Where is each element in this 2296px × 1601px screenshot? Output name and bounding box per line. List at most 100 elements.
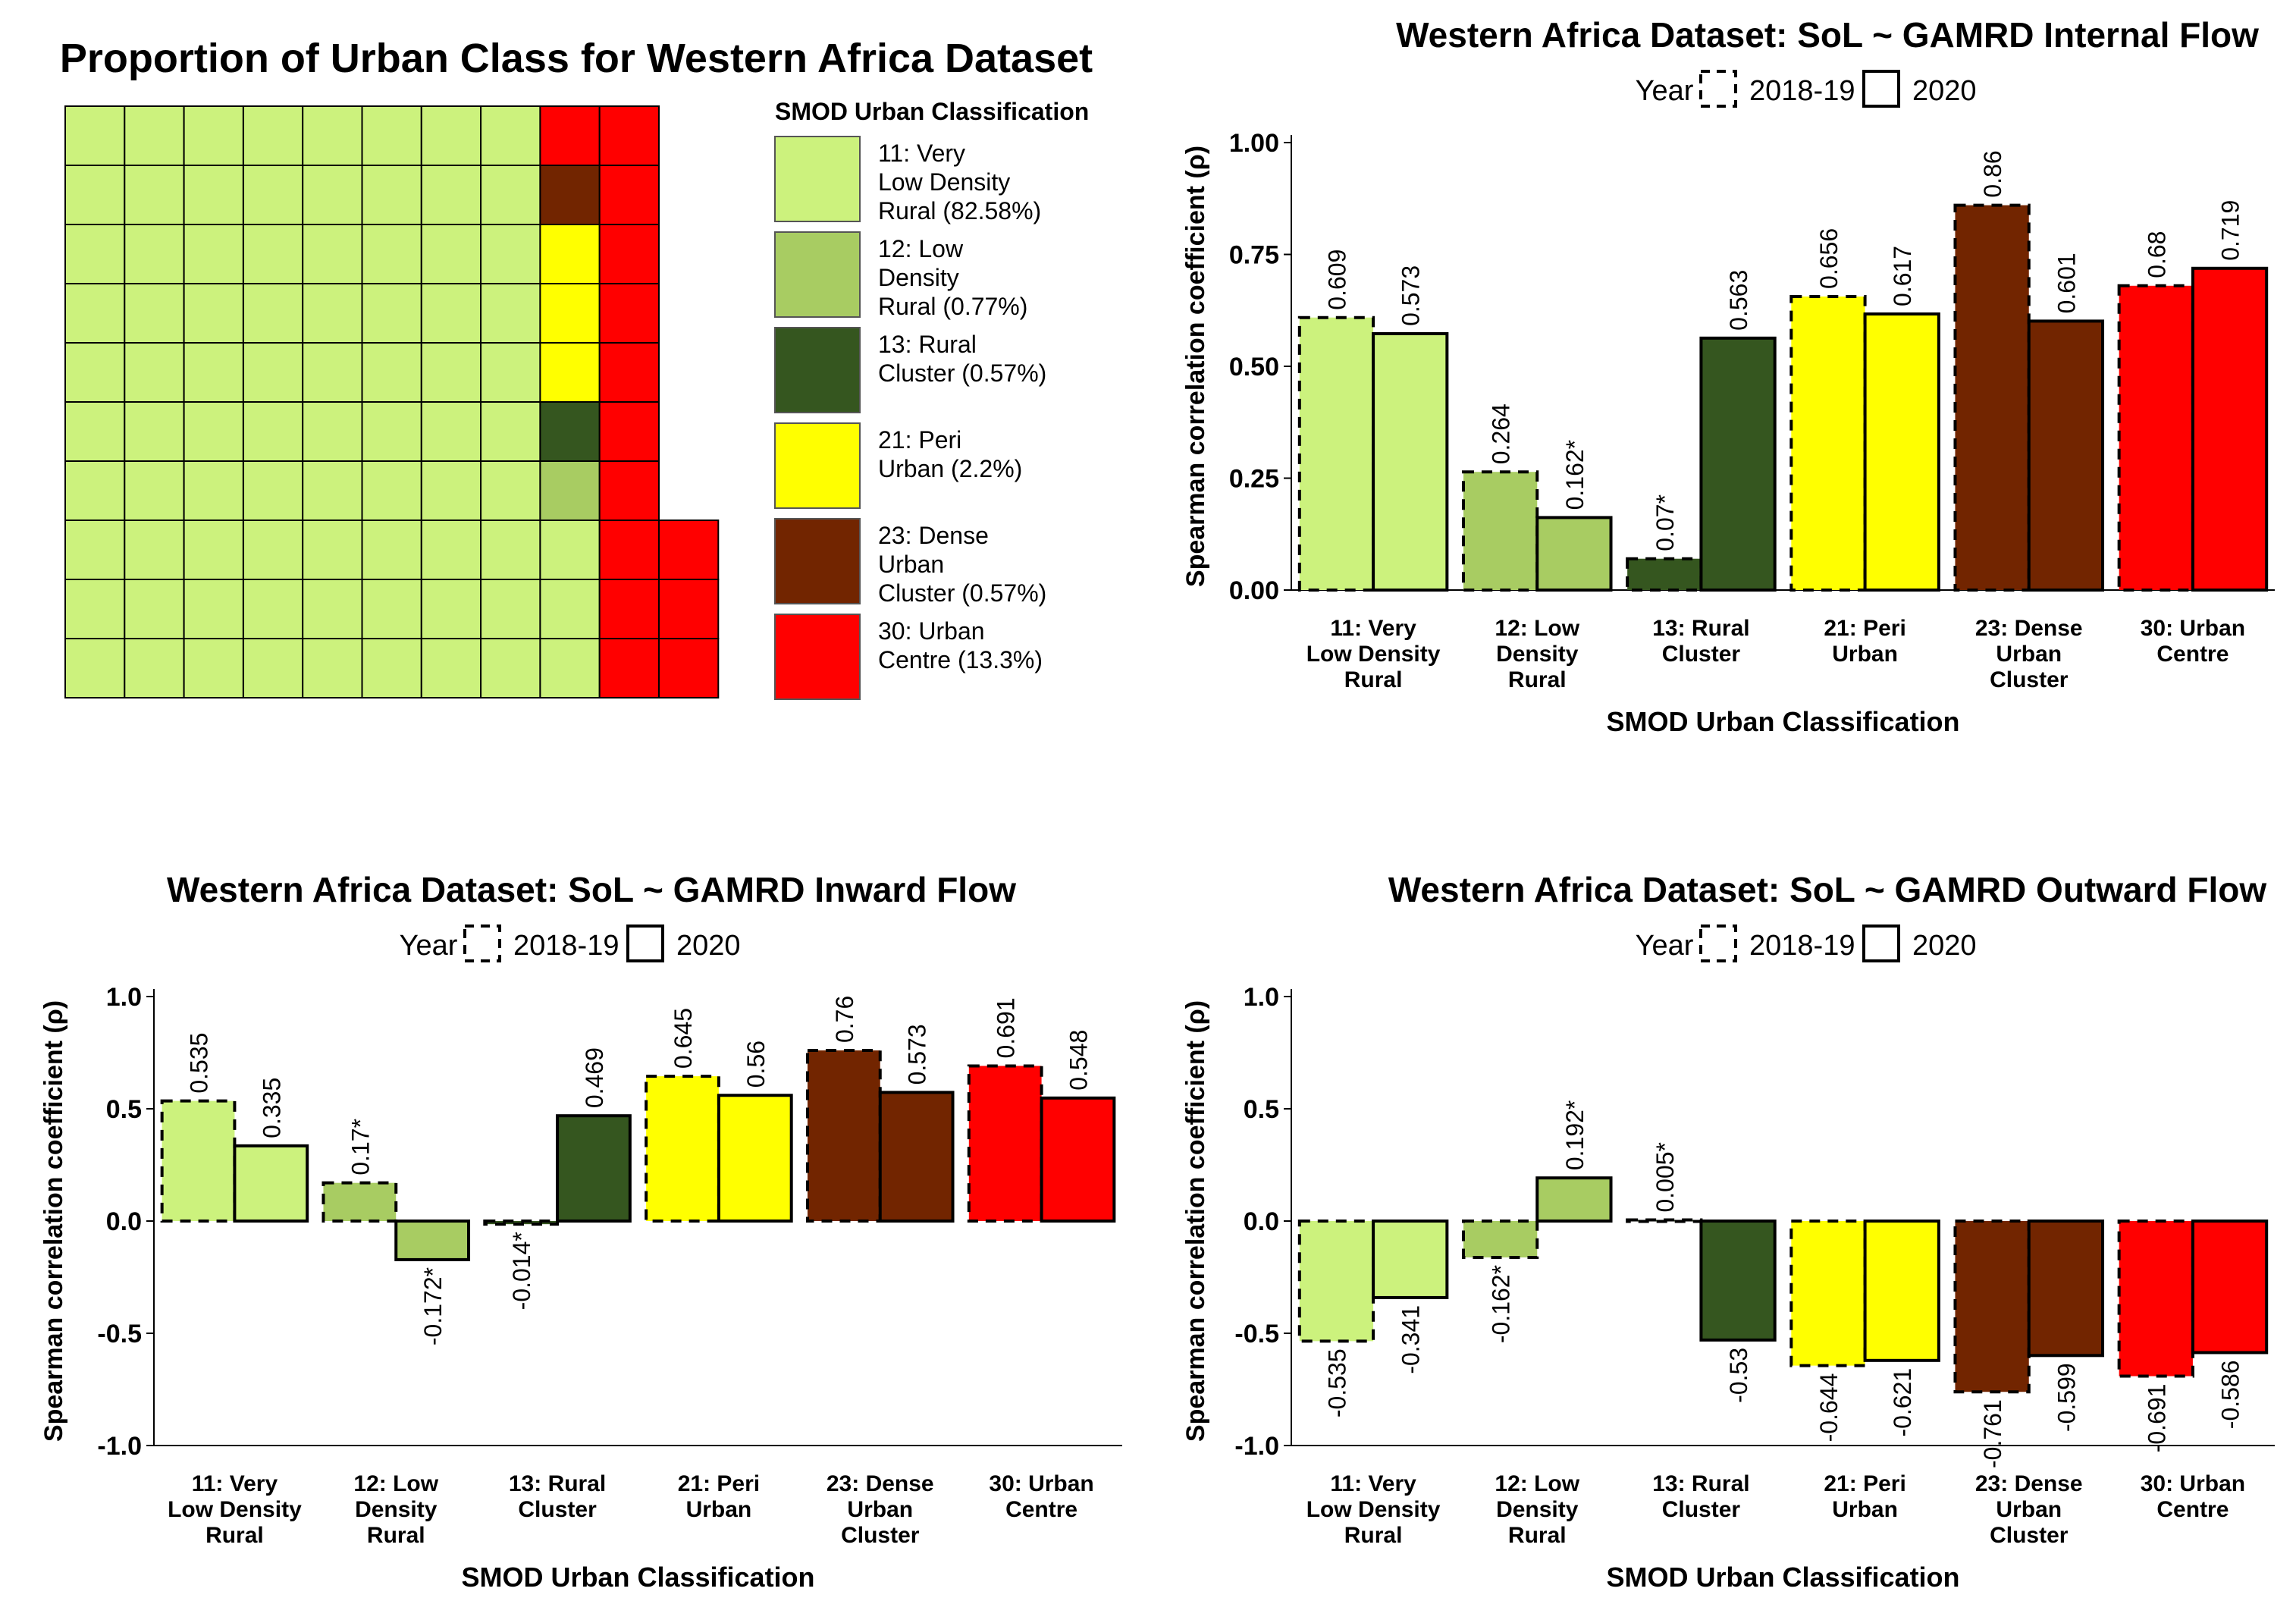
waffle-cell-11	[124, 283, 185, 344]
y-tick-label: 1.0	[1244, 983, 1279, 1012]
data-label: 0.656	[1815, 228, 1843, 289]
bar-2020	[1040, 1096, 1116, 1223]
bar-2020	[2191, 1220, 2269, 1355]
waffle-cell-11	[124, 401, 185, 462]
x-tick-label: Urban	[1996, 642, 2062, 667]
waffle-cell-11	[302, 460, 363, 521]
x-tick-label: Density	[1496, 1497, 1579, 1522]
legend-key-dashed	[463, 924, 501, 962]
bar-2018-19	[1461, 470, 1539, 592]
y-tick-label: 0.0	[106, 1207, 142, 1236]
bar-2020	[878, 1091, 955, 1223]
waffle-cell-11	[124, 105, 185, 166]
data-label: -0.014*	[508, 1232, 535, 1310]
bar-2020	[1535, 1176, 1613, 1223]
data-label: 0.76	[831, 996, 858, 1043]
waffle-legend-key-30	[774, 614, 861, 700]
bar-chart-2: Western Africa Dataset: SoL ~ GAMRD Inwa…	[39, 870, 1122, 1593]
waffle-legend-label: 11: Very	[878, 140, 965, 167]
waffle-cell-11	[183, 165, 244, 225]
x-tick-label: 30: Urban	[2141, 1471, 2245, 1496]
bar-2018-19	[645, 1075, 720, 1223]
waffle-cell-11	[361, 283, 422, 344]
waffle-cell-12	[539, 460, 601, 521]
waffle-cell-11	[64, 460, 126, 521]
waffle-cell-11	[64, 579, 126, 639]
waffle-cell-11	[183, 283, 244, 344]
legend-title: Year	[1636, 930, 1694, 962]
x-tick-label: Cluster	[1662, 1497, 1741, 1522]
data-label: 0.719	[2217, 200, 2244, 261]
waffle-cell-11	[242, 520, 304, 580]
bar-2018-19	[1953, 203, 2031, 592]
waffle-cell-11	[539, 638, 601, 698]
y-axis-label: Spearman correlation coefficient (ρ)	[39, 1000, 68, 1442]
legend-label-2018: 2018-19	[1749, 75, 1855, 107]
waffle-cell-11	[480, 165, 541, 225]
waffle-cell-11	[420, 224, 482, 284]
x-tick-label: Rural	[1344, 1523, 1403, 1548]
waffle-legend-label: 13: Rural	[878, 331, 977, 358]
waffle-cell-11	[242, 165, 304, 225]
bar-2018-19	[1461, 1220, 1539, 1259]
waffle-panel: Proportion of Urban Class for Western Af…	[60, 36, 1093, 700]
x-tick-label: Cluster	[518, 1497, 597, 1522]
waffle-cell-11	[420, 342, 482, 403]
waffle-cell-11	[302, 638, 363, 698]
waffle-cell-11	[539, 520, 601, 580]
x-tick-label: 11: Very	[1330, 616, 1416, 641]
waffle-cell-11	[242, 105, 304, 166]
x-tick-label: 23: Dense	[1975, 1471, 2083, 1496]
waffle-cell-30	[539, 105, 601, 166]
waffle-cell-11	[480, 401, 541, 462]
bar-2020	[1699, 1220, 1777, 1342]
waffle-cell-30	[598, 460, 660, 521]
waffle-cell-11	[302, 520, 363, 580]
bar-2020	[1863, 1220, 1940, 1362]
waffle-cell-11	[480, 460, 541, 521]
waffle-cell-11	[124, 460, 185, 521]
waffle-cell-11	[302, 165, 363, 225]
bar-2020	[233, 1144, 309, 1223]
y-tick-label: 0.75	[1229, 241, 1279, 270]
bar-2020	[2191, 266, 2269, 592]
waffle-cell-11	[242, 460, 304, 521]
legend-label-2020: 2020	[676, 930, 741, 962]
waffle-cell-11	[361, 520, 422, 580]
waffle-cell-11	[64, 342, 126, 403]
data-label: -0.599	[2053, 1363, 2080, 1432]
waffle-cell-11	[420, 401, 482, 462]
legend-label-2018: 2018-19	[513, 930, 619, 962]
x-tick-label: Urban	[686, 1497, 752, 1522]
x-tick-label: Density	[355, 1497, 438, 1522]
data-label: 0.617	[1889, 246, 1916, 306]
waffle-cell-11	[420, 638, 482, 698]
y-tick-label: 0.0	[1244, 1207, 1279, 1236]
waffle-cell-11	[480, 638, 541, 698]
waffle-cell-11	[183, 401, 244, 462]
waffle-cell-11	[420, 105, 482, 166]
waffle-cell-11	[480, 579, 541, 639]
waffle-legend-key-12	[774, 231, 861, 318]
waffle-cell-11	[124, 224, 185, 284]
legend-key-solid	[1862, 924, 1900, 962]
y-tick-label: 1.00	[1229, 129, 1279, 158]
legend-label-2020: 2020	[1912, 75, 1977, 107]
data-label: 0.264	[1488, 403, 1515, 464]
legend-title: Year	[1636, 75, 1694, 107]
data-label: 0.563	[1725, 270, 1752, 331]
waffle-cell-30	[598, 520, 660, 580]
x-tick-label: 30: Urban	[2141, 616, 2245, 641]
waffle-cell-11	[302, 579, 363, 639]
waffle-cell-11	[302, 283, 363, 344]
x-tick-label: 12: Low	[353, 1471, 438, 1496]
y-axis-label: Spearman correlation coefficient (ρ)	[1181, 1000, 1210, 1442]
x-tick-label: Rural	[1508, 667, 1567, 692]
bar-2018-19	[1297, 315, 1375, 592]
waffle-cell-11	[183, 520, 244, 580]
bar-2018-19	[1626, 1218, 1703, 1223]
data-label: 0.335	[258, 1078, 285, 1138]
y-tick-label: 0.5	[106, 1095, 142, 1124]
waffle-cell-11	[242, 342, 304, 403]
data-label: 0.691	[993, 997, 1020, 1058]
